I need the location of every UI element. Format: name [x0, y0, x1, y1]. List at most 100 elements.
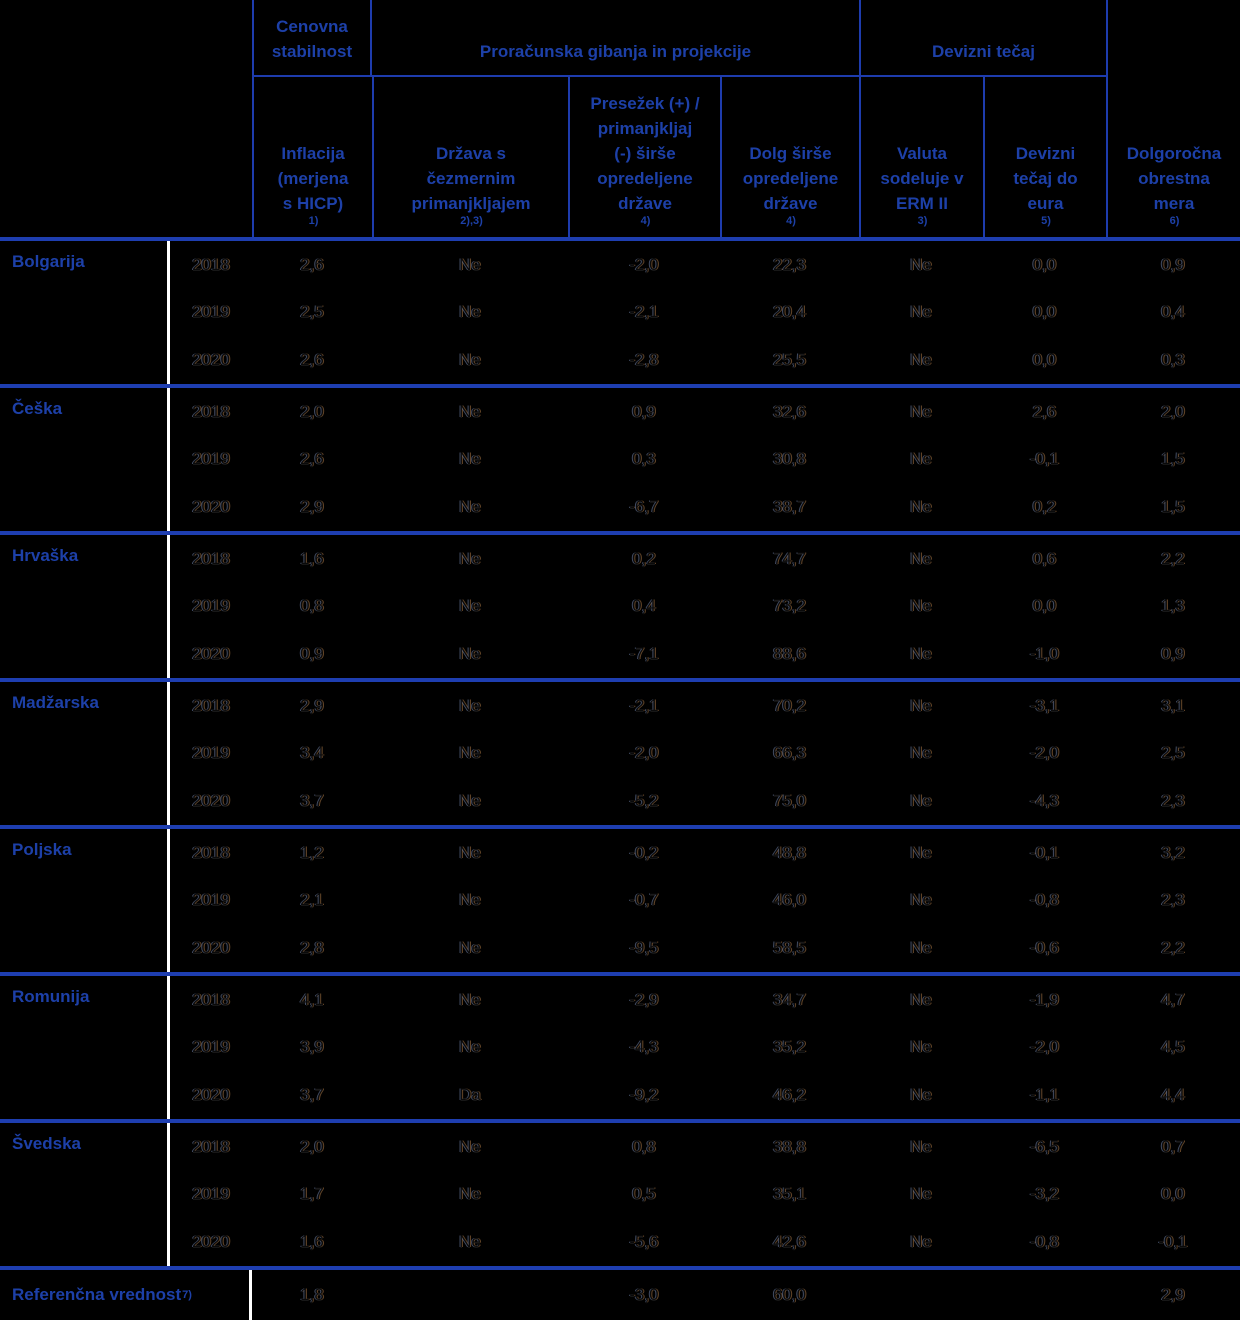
year-cell: 2018 — [192, 401, 230, 421]
erm-value: Ne — [910, 302, 932, 322]
excessive-deficit-value: Ne — [459, 695, 481, 715]
erm-value: Ne — [910, 254, 932, 274]
column-header-surplus-deficit-label: Presežek (+) / primanjkljaj (-) širše op… — [590, 94, 700, 213]
column-header-long-term-rate-label: Dolgoročna obrestna mera — [1126, 144, 1222, 213]
header-corner-spacer — [0, 0, 252, 237]
year-cell: 2020 — [192, 644, 230, 664]
long-term-rate-value: 1,5 — [1161, 497, 1185, 517]
excessive-deficit-value: Ne — [459, 596, 481, 616]
long-term-rate-value: 3,1 — [1161, 695, 1185, 715]
year-cell: 2020 — [192, 350, 230, 370]
surplus-deficit-value: 0,8 — [632, 1136, 656, 1156]
block-separator-rule — [0, 825, 1240, 829]
surplus-deficit-value: -0,7 — [629, 890, 659, 910]
year-cell: 2019 — [192, 1184, 230, 1204]
excessive-deficit-value: Ne — [459, 938, 481, 958]
long-term-rate-value: 0,9 — [1161, 254, 1185, 274]
column-header-surplus-deficit: Presežek (+) / primanjkljaj (-) širše op… — [568, 77, 720, 237]
long-term-rate-value: 0,7 — [1161, 1136, 1185, 1156]
country-name: Romunija — [0, 976, 170, 1119]
group-header-price-stability: Cenovna stabilnost — [252, 0, 372, 77]
reference-long-term-value: 2,9 — [1161, 1285, 1185, 1304]
debt-value: 58,5 — [772, 938, 807, 958]
excessive-deficit-value: Ne — [459, 743, 481, 763]
excessive-deficit-value: Ne — [459, 497, 481, 517]
fx-rate-value: -6,5 — [1029, 1136, 1060, 1156]
erm-value: Ne — [910, 548, 932, 568]
block-separator-rule — [0, 972, 1240, 976]
erm-value: Ne — [910, 1037, 932, 1057]
long-term-rate-value: -0,1 — [1158, 1232, 1188, 1252]
fx-rate-value: -0,6 — [1029, 938, 1060, 958]
erm-value: Ne — [910, 890, 932, 910]
erm-value: Ne — [910, 791, 932, 811]
reference-inflation-value: 1,8 — [300, 1285, 324, 1304]
erm-value: Ne — [910, 644, 932, 664]
long-term-rate-value: 0,3 — [1161, 350, 1185, 370]
surplus-deficit-value: -2,0 — [629, 743, 659, 763]
surplus-deficit-value: -5,2 — [629, 791, 659, 811]
country-name: Madžarska — [0, 682, 170, 825]
debt-value: 30,8 — [772, 449, 807, 469]
excessive-deficit-value: Ne — [459, 1232, 481, 1252]
country-block: Romunija 2018 4,1 Ne -2,9 34,7 Ne -1,9 4… — [0, 976, 1240, 1119]
debt-value: 88,6 — [772, 644, 807, 664]
table-body: Bolgarija 2018 2,6 Ne -2,0 22,3 Ne 0,0 0… — [0, 241, 1240, 1270]
footnote-marker: 6) — [1169, 215, 1180, 227]
year-cell: 2020 — [192, 938, 230, 958]
surplus-deficit-value: -2,0 — [629, 254, 659, 274]
fx-rate-value: 0,0 — [1032, 254, 1057, 274]
debt-value: 20,4 — [772, 302, 807, 322]
fx-rate-value: -1,9 — [1029, 989, 1060, 1009]
column-header-debt: Dolg širše opredeljene države 4) — [720, 77, 859, 237]
excessive-deficit-value: Ne — [459, 644, 481, 664]
debt-value: 46,2 — [772, 1085, 807, 1105]
long-term-rate-value: 4,4 — [1161, 1085, 1185, 1105]
block-separator-rule — [0, 384, 1240, 388]
fx-rate-value: -0,1 — [1029, 449, 1060, 469]
column-header-fx-rate: Devizni tečaj do eura 5) — [983, 77, 1106, 237]
long-term-rate-value: 2,2 — [1161, 938, 1185, 958]
inflation-value: 2,1 — [300, 890, 324, 910]
debt-value: 34,7 — [772, 989, 807, 1009]
country-name: Češka — [0, 388, 170, 531]
fx-rate-value: -3,2 — [1029, 1184, 1060, 1204]
surplus-deficit-value: 0,3 — [632, 449, 656, 469]
country-name: Hrvaška — [0, 535, 170, 678]
inflation-value: 2,9 — [300, 695, 324, 715]
inflation-value: 3,4 — [300, 743, 324, 763]
footnote-marker: 2),3) — [460, 215, 483, 227]
erm-value: Ne — [910, 989, 932, 1009]
footnote-marker: 4) — [786, 215, 796, 227]
debt-value: 35,1 — [772, 1184, 807, 1204]
inflation-value: 2,6 — [300, 449, 324, 469]
fx-rate-value: -2,0 — [1029, 743, 1060, 763]
reference-surplus-value: -3,0 — [629, 1285, 659, 1304]
block-separator-rule — [0, 678, 1240, 682]
erm-value: Ne — [910, 938, 932, 958]
debt-value: 46,0 — [772, 890, 807, 910]
footnote-marker: 4) — [640, 215, 651, 227]
surplus-deficit-value: -9,2 — [629, 1085, 659, 1105]
surplus-deficit-value: -0,2 — [629, 842, 659, 862]
debt-value: 38,8 — [772, 1136, 807, 1156]
excessive-deficit-value: Ne — [459, 401, 481, 421]
fx-rate-value: 0,2 — [1032, 497, 1057, 517]
long-term-rate-value: 0,4 — [1161, 302, 1185, 322]
footnote-marker: 1) — [308, 215, 319, 227]
debt-value: 66,3 — [772, 743, 807, 763]
surplus-deficit-value: -2,1 — [629, 302, 659, 322]
fx-rate-value: -2,0 — [1029, 1037, 1060, 1057]
year-cell: 2019 — [192, 596, 230, 616]
country-name: Poljska — [0, 829, 170, 972]
year-cell: 2018 — [192, 842, 230, 862]
erm-value: Ne — [910, 350, 932, 370]
block-separator-rule — [0, 1266, 1240, 1270]
long-term-rate-value: 3,2 — [1161, 842, 1185, 862]
excessive-deficit-value: Ne — [459, 791, 481, 811]
long-term-rate-value: 2,0 — [1161, 401, 1185, 421]
reference-label: Referenčna vrednost 7) — [0, 1270, 252, 1320]
year-cell: 2018 — [192, 1136, 230, 1156]
long-term-rate-value: 0,0 — [1161, 1184, 1185, 1204]
excessive-deficit-value: Ne — [459, 1184, 481, 1204]
